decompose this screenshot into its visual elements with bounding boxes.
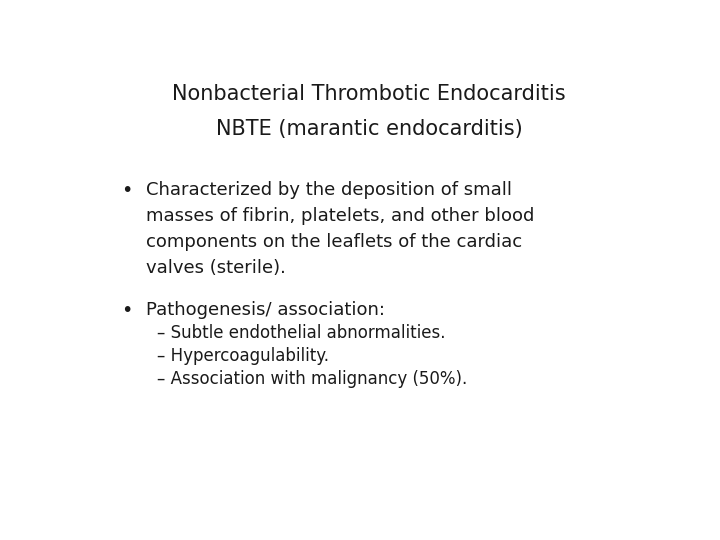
Text: – Subtle endothelial abnormalities.: – Subtle endothelial abnormalities. [157, 324, 446, 342]
Text: NBTE (marantic endocarditis): NBTE (marantic endocarditis) [215, 119, 523, 139]
Text: – Hypercoagulability.: – Hypercoagulability. [157, 347, 329, 364]
Text: valves (sterile).: valves (sterile). [145, 259, 286, 276]
Text: Nonbacterial Thrombotic Endocarditis: Nonbacterial Thrombotic Endocarditis [172, 84, 566, 104]
Text: •: • [121, 301, 132, 320]
Text: •: • [121, 181, 132, 200]
Text: Pathogenesis/ association:: Pathogenesis/ association: [145, 301, 384, 319]
Text: masses of fibrin, platelets, and other blood: masses of fibrin, platelets, and other b… [145, 207, 534, 225]
Text: – Association with malignancy (50%).: – Association with malignancy (50%). [157, 369, 467, 388]
Text: Characterized by the deposition of small: Characterized by the deposition of small [145, 181, 512, 199]
Text: components on the leaflets of the cardiac: components on the leaflets of the cardia… [145, 233, 522, 251]
